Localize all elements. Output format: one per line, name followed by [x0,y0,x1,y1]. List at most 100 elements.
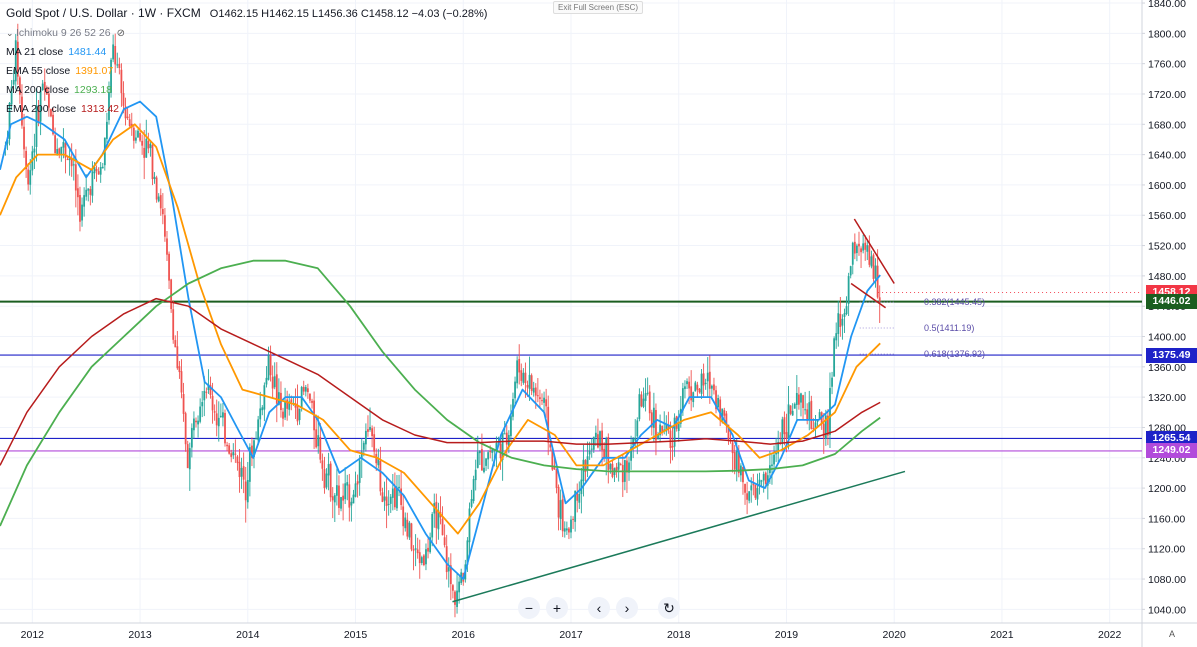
candle [858,231,860,256]
candle-body [652,407,655,428]
candle [539,389,541,408]
candle-body [597,434,599,448]
candle [800,392,802,417]
candle-body [806,409,809,421]
candle-body [501,432,504,461]
candle [578,481,581,509]
candle-body [708,371,711,389]
candle [623,459,626,491]
candle [354,471,357,498]
indicator-line-ema-200-close [0,297,881,466]
price-tag: 1446.02 [1146,294,1197,310]
candle-body [874,265,877,279]
candle [228,442,231,455]
candle-body [124,106,127,119]
candle-body [106,121,108,139]
candle-body [478,451,481,454]
candle [56,138,59,156]
candle [213,404,216,421]
candle [180,359,183,399]
candle [149,142,152,157]
candle [717,394,720,410]
candle [449,553,452,601]
candle [586,441,589,478]
candle-body [261,407,264,411]
candle [168,251,170,290]
candle [814,414,817,439]
candle [58,147,61,159]
candle [565,521,568,535]
candle-body [10,86,13,105]
candle [151,142,154,186]
zoom-out-button[interactable]: − [518,597,540,619]
candle [686,378,688,389]
candle [456,572,458,614]
candle [777,430,780,463]
candle [135,130,137,144]
candle-body [518,358,521,373]
candle-body [783,417,786,435]
legend-row-ma21[interactable]: MA 21 close 1481.44 [6,43,125,62]
indicator-line-ema-55-close [0,123,881,535]
candle [752,473,755,496]
candle [541,393,543,405]
candle-body [240,467,243,477]
candle-body [217,417,220,427]
candle-body [468,508,471,543]
candle-body [650,412,653,428]
candle-body [760,480,763,482]
candle [781,416,784,451]
auto-scale-button[interactable]: A [1168,629,1175,639]
candle [576,483,579,513]
reset-chart-button[interactable]: ↻ [658,597,680,619]
candle-body [541,400,543,402]
fib-level-label: 0.5(1411.19) [924,323,975,334]
candle-body [197,420,199,425]
candle-body [259,408,262,420]
candle [561,490,564,538]
chevron-down-icon[interactable]: ⌄ [6,28,14,38]
candle-body [385,496,388,506]
candle-body [126,116,129,119]
candle-body [234,453,237,455]
candle-body [89,188,92,195]
candle [754,484,757,500]
candle [648,385,651,421]
price-axis-label: 1320.00 [1148,392,1186,404]
candle-body [400,488,403,505]
exit-fullscreen-button[interactable]: Exit Full Screen (ESC) [553,1,644,14]
scroll-back-button[interactable]: ‹ [588,597,610,619]
candle [375,448,378,471]
zoom-in-button[interactable]: + [546,597,568,619]
candle-body [389,496,392,504]
legend-row-ema55[interactable]: EMA 55 close 1391.07 [6,62,125,81]
candle-body [735,450,738,471]
candle-body [766,475,769,486]
candle-body [379,460,382,492]
candle [804,391,807,415]
candle-body [253,440,255,458]
legend-row-ma200[interactable]: MA 200 close 1293.18 [6,81,125,100]
candle-body [97,171,100,175]
legend-row-ichimoku[interactable]: ⌄ Ichimoku 9 26 52 26 ⊘ [6,24,125,43]
candle-body [410,523,413,550]
candle-body [630,447,632,461]
candle [806,403,809,425]
symbol-title[interactable]: Gold Spot / U.S. Dollar · 1W · FXCM [6,6,201,20]
candle-body [543,397,545,403]
candle [304,384,307,397]
candle-body [288,401,291,410]
candle [338,475,340,516]
candle-body [269,354,272,376]
candle [793,402,796,409]
legend-row-ema200[interactable]: EMA 200 close 1313.42 [6,100,125,119]
scroll-forward-button[interactable]: › [616,597,638,619]
candle-body [814,422,817,428]
candle-body [188,448,191,470]
candle-body [669,430,672,449]
candle [447,557,450,588]
candle [617,455,620,482]
candle-body [534,387,537,396]
eye-hidden-icon[interactable]: ⊘ [116,28,125,39]
